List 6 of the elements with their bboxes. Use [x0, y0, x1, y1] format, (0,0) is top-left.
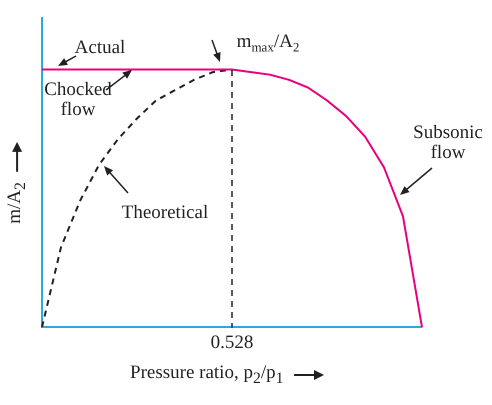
annotation: Subsonic flow: [413, 122, 483, 163]
text: Actual: [74, 36, 126, 58]
text: 0.528: [210, 332, 254, 354]
x-axis-title: Pressure ratio, p$_{2}$/p$_{1}$: [130, 362, 284, 388]
annotation: Chocked flow: [44, 78, 112, 120]
annotation: Theoretical: [122, 202, 208, 223]
